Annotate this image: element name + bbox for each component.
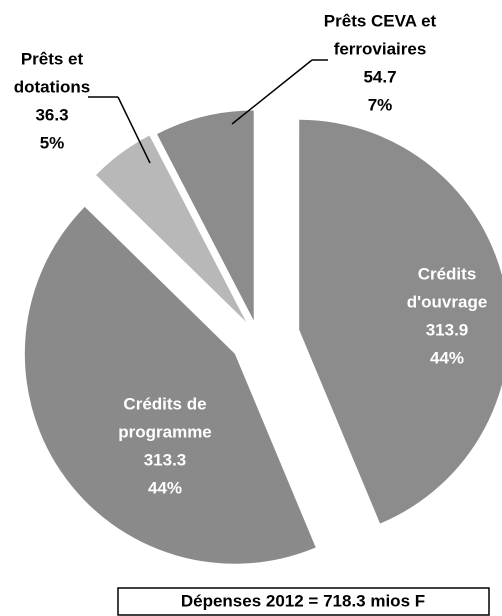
leader-line bbox=[231, 59, 313, 125]
pie-slice bbox=[96, 135, 247, 322]
slice-label: Prêts CEVA et bbox=[324, 11, 437, 30]
value-label: 313.3 bbox=[144, 450, 187, 469]
percent-label: 44% bbox=[430, 348, 464, 367]
leader-line bbox=[117, 96, 151, 164]
slice-label: dotations bbox=[14, 77, 91, 96]
slice-label: programme bbox=[118, 422, 212, 441]
pie-slice bbox=[24, 206, 316, 564]
slice-label: Prêts et bbox=[21, 49, 84, 68]
slice-label: Crédits de bbox=[123, 394, 206, 413]
percent-label: 7% bbox=[368, 95, 393, 114]
slice-label: d'ouvrage bbox=[407, 292, 488, 311]
value-label: 54.7 bbox=[363, 67, 396, 86]
pie-slice bbox=[157, 110, 254, 321]
pie-slice bbox=[299, 119, 502, 524]
slice-label: Crédits bbox=[418, 264, 477, 283]
slice-label: ferroviaires bbox=[334, 39, 427, 58]
footer-box bbox=[117, 587, 490, 616]
percent-label: 44% bbox=[148, 478, 182, 497]
footer: Dépenses 2012 = 718.3 mios F bbox=[181, 591, 425, 610]
percent-label: 5% bbox=[40, 133, 65, 152]
value-label: 36.3 bbox=[35, 105, 68, 124]
value-label: 313.9 bbox=[426, 320, 469, 339]
